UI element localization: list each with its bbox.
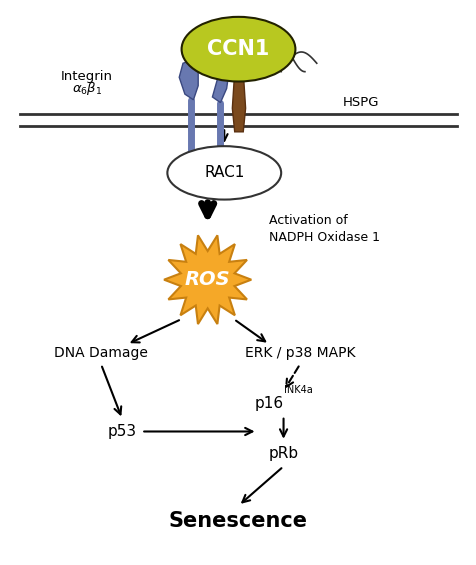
Text: Senescence: Senescence <box>169 511 307 532</box>
Text: ROS: ROS <box>185 270 230 289</box>
Text: $\alpha_6\beta_1$: $\alpha_6\beta_1$ <box>71 80 102 97</box>
Text: Integrin: Integrin <box>60 69 112 82</box>
Polygon shape <box>179 60 198 100</box>
Text: p53: p53 <box>108 424 137 439</box>
Ellipse shape <box>181 17 295 81</box>
Text: INK4a: INK4a <box>284 385 313 395</box>
Text: pRb: pRb <box>268 446 298 462</box>
Text: DNA Damage: DNA Damage <box>54 346 148 360</box>
Polygon shape <box>164 235 251 324</box>
Ellipse shape <box>167 146 280 199</box>
Text: CCN1: CCN1 <box>207 39 269 59</box>
Text: Activation of
NADPH Oxidase 1: Activation of NADPH Oxidase 1 <box>269 214 379 244</box>
Text: p16: p16 <box>254 396 283 411</box>
Text: ERK / p38 MAPK: ERK / p38 MAPK <box>244 346 355 360</box>
Polygon shape <box>232 72 245 132</box>
Polygon shape <box>212 63 228 103</box>
Text: HSPG: HSPG <box>342 96 378 109</box>
Text: RAC1: RAC1 <box>204 166 244 180</box>
